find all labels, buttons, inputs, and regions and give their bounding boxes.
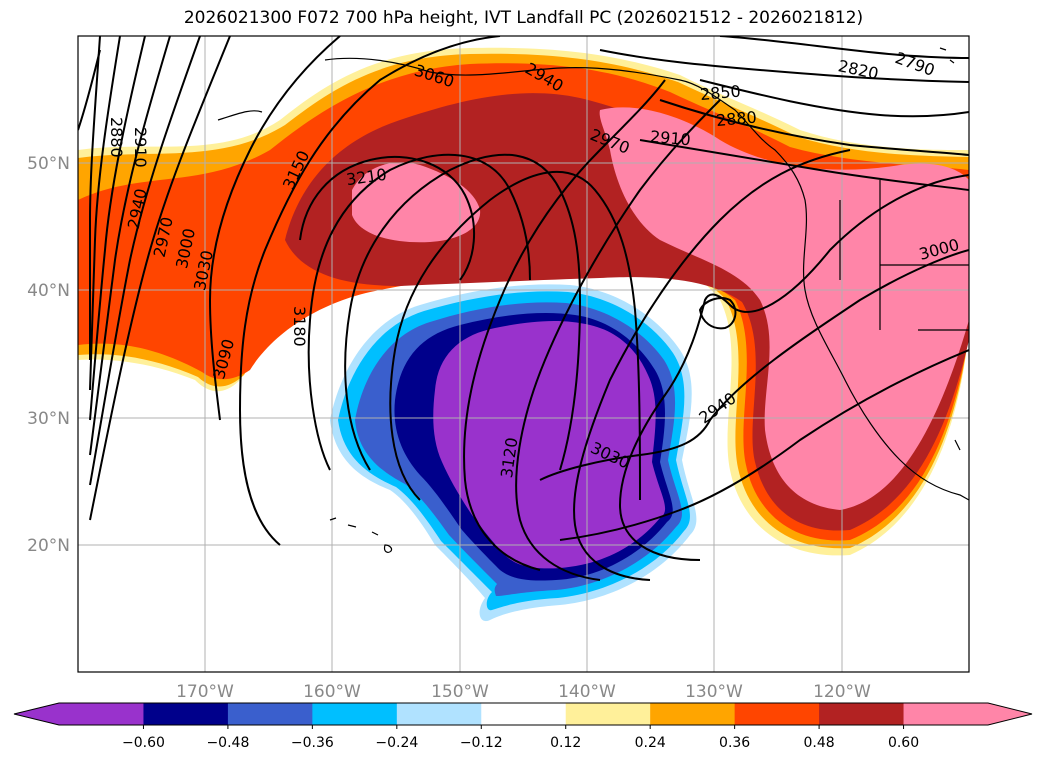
graticule — [78, 36, 969, 672]
height-contours — [78, 36, 969, 581]
colorbar-segment — [650, 703, 736, 725]
contour-label: 3180 — [290, 306, 309, 347]
colorbar-segment — [396, 703, 482, 725]
contour-label: 2850 — [699, 82, 741, 104]
colorbar-tick-label: −0.60 — [122, 735, 165, 751]
colorbar-segment — [227, 703, 313, 725]
lat-label: 50°N — [27, 154, 70, 174]
colorbar-segment — [734, 703, 820, 725]
longitude-labels: 170°W 160°W 150°W 140°W 130°W 120°W — [176, 682, 871, 702]
colorbar-segment — [59, 703, 144, 725]
colorbar-segment — [312, 703, 398, 725]
lon-label: 120°W — [813, 682, 871, 702]
contour-label: 2910 — [649, 127, 691, 149]
colorbar-tick-label: −0.48 — [206, 735, 249, 751]
lat-label: 20°N — [27, 536, 70, 556]
lat-label: 30°N — [27, 409, 70, 429]
map-title: 2026021300 F072 700 hPa height, IVT Land… — [183, 8, 864, 28]
map-frame — [77, 35, 970, 673]
lat-label: 40°N — [27, 281, 70, 301]
colorbar-tick-label: 0.24 — [635, 735, 666, 751]
map-panel: 2880 2910 2940 2970 3000 3030 3090 3150 … — [78, 36, 969, 672]
lon-label: 170°W — [176, 682, 234, 702]
colorbar-segment — [903, 703, 989, 725]
colorbar-segment — [143, 703, 229, 725]
contour-label: 2880 — [715, 108, 757, 130]
colorbar-tick-label: 0.12 — [550, 735, 581, 751]
colorbar-tick-label: −0.12 — [460, 735, 503, 751]
contour-label: 2880 — [107, 117, 126, 158]
lon-label: 130°W — [685, 682, 743, 702]
colorbar-segment — [565, 703, 651, 725]
lon-label: 140°W — [558, 682, 616, 702]
colorbar-tick-label: 0.36 — [719, 735, 750, 751]
colorbar-segment — [481, 703, 567, 725]
contour-label: 2910 — [131, 127, 150, 168]
colorbar-tick-label: −0.24 — [375, 735, 418, 751]
colorbar-tick-label: −0.36 — [291, 735, 334, 751]
negative-anomaly-south — [330, 284, 697, 622]
lon-label: 150°W — [431, 682, 489, 702]
colorbar-tick-label: 0.48 — [804, 735, 835, 751]
latitude-labels: 50°N 40°N 30°N 20°N — [27, 154, 70, 556]
colorbar-tick-label: 0.60 — [888, 735, 919, 751]
lon-label: 160°W — [303, 682, 361, 702]
colorbar-extend-low — [14, 703, 59, 725]
colorbar-segment — [819, 703, 905, 725]
colorbar: −0.60 −0.48 −0.36 −0.24 −0.12 0.12 0.24 0.36 0.4… — [13, 702, 1033, 751]
colorbar-extend-high — [988, 703, 1032, 725]
